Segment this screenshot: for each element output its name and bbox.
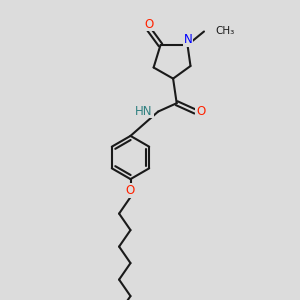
Text: HN: HN [135,104,153,118]
Text: O: O [196,105,205,118]
Text: O: O [126,184,135,197]
Text: O: O [145,17,154,31]
Text: CH₃: CH₃ [215,26,235,36]
Text: N: N [184,33,193,46]
